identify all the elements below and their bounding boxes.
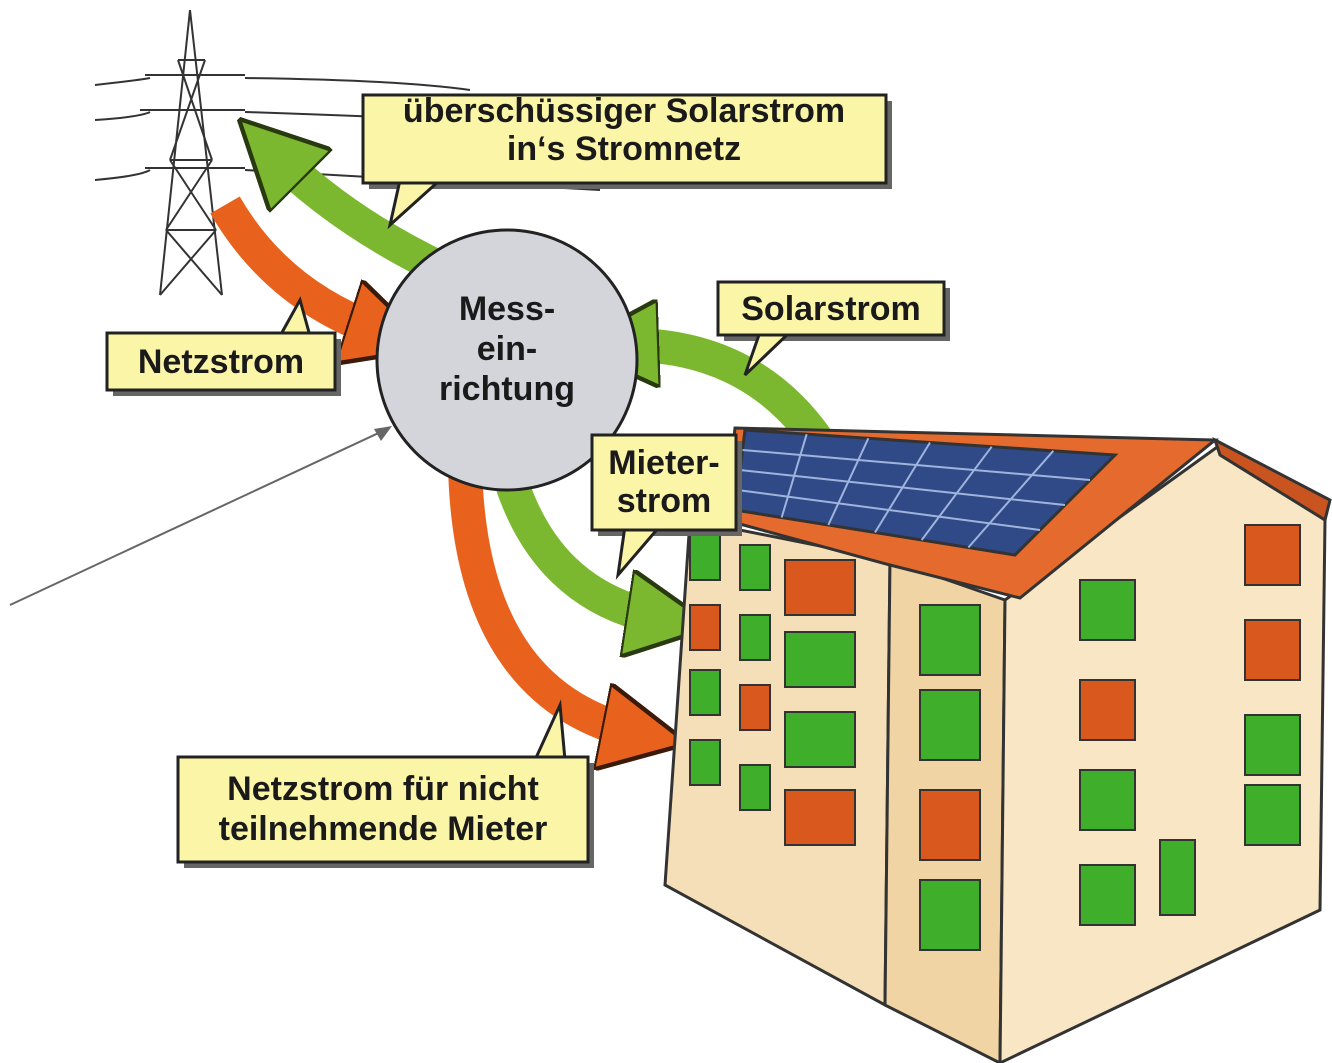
window xyxy=(1079,864,1136,926)
window xyxy=(1244,619,1301,681)
window xyxy=(689,534,721,581)
arrow-tenant xyxy=(488,455,670,620)
window xyxy=(1079,679,1136,741)
window xyxy=(689,669,721,716)
tenant-label: Mieter-strom xyxy=(608,444,719,520)
meter-label: Mess-ein-richtung xyxy=(439,290,575,408)
callout-tenant: Mieter-strom xyxy=(590,433,742,580)
house xyxy=(663,426,1332,1063)
non-participating-label: Netzstrom für nicht teilnehmende Mieter xyxy=(219,770,548,848)
surplus-label: überschüssiger Solarstrom in‘s Stromnetz xyxy=(403,92,845,168)
arrow-grid xyxy=(210,196,390,335)
window xyxy=(1079,579,1136,641)
arrow-non-participating xyxy=(448,464,645,735)
solar-label: Solarstrom xyxy=(741,290,921,328)
window xyxy=(919,789,981,861)
grid-label: Netzstrom xyxy=(138,343,304,381)
window xyxy=(919,604,981,676)
pointer xyxy=(9,426,392,606)
panel-line xyxy=(737,489,1041,531)
window xyxy=(1244,524,1301,586)
window xyxy=(919,689,981,761)
window xyxy=(1244,784,1301,846)
window xyxy=(1244,714,1301,776)
window xyxy=(784,789,856,846)
window xyxy=(689,739,721,786)
window xyxy=(784,631,856,688)
window xyxy=(739,614,771,661)
window xyxy=(1079,769,1136,831)
window xyxy=(689,604,721,651)
window xyxy=(784,559,856,616)
window xyxy=(739,764,771,811)
window xyxy=(1159,839,1196,916)
callout-non-participating: Netzstrom für nicht teilnehmende Mieter xyxy=(176,699,594,868)
window xyxy=(739,684,771,731)
callout-surplus: überschüssiger Solarstrom in‘s Stromnetz xyxy=(361,92,892,230)
window xyxy=(919,879,981,951)
panel-line xyxy=(739,469,1066,506)
callout-grid: Netzstrom xyxy=(105,296,341,396)
meter-circle xyxy=(375,228,639,492)
arrow-surplus xyxy=(270,150,448,284)
callout-solar: Solarstrom xyxy=(716,280,950,377)
window xyxy=(784,711,856,768)
panel-line xyxy=(742,449,1091,481)
window xyxy=(739,544,771,591)
